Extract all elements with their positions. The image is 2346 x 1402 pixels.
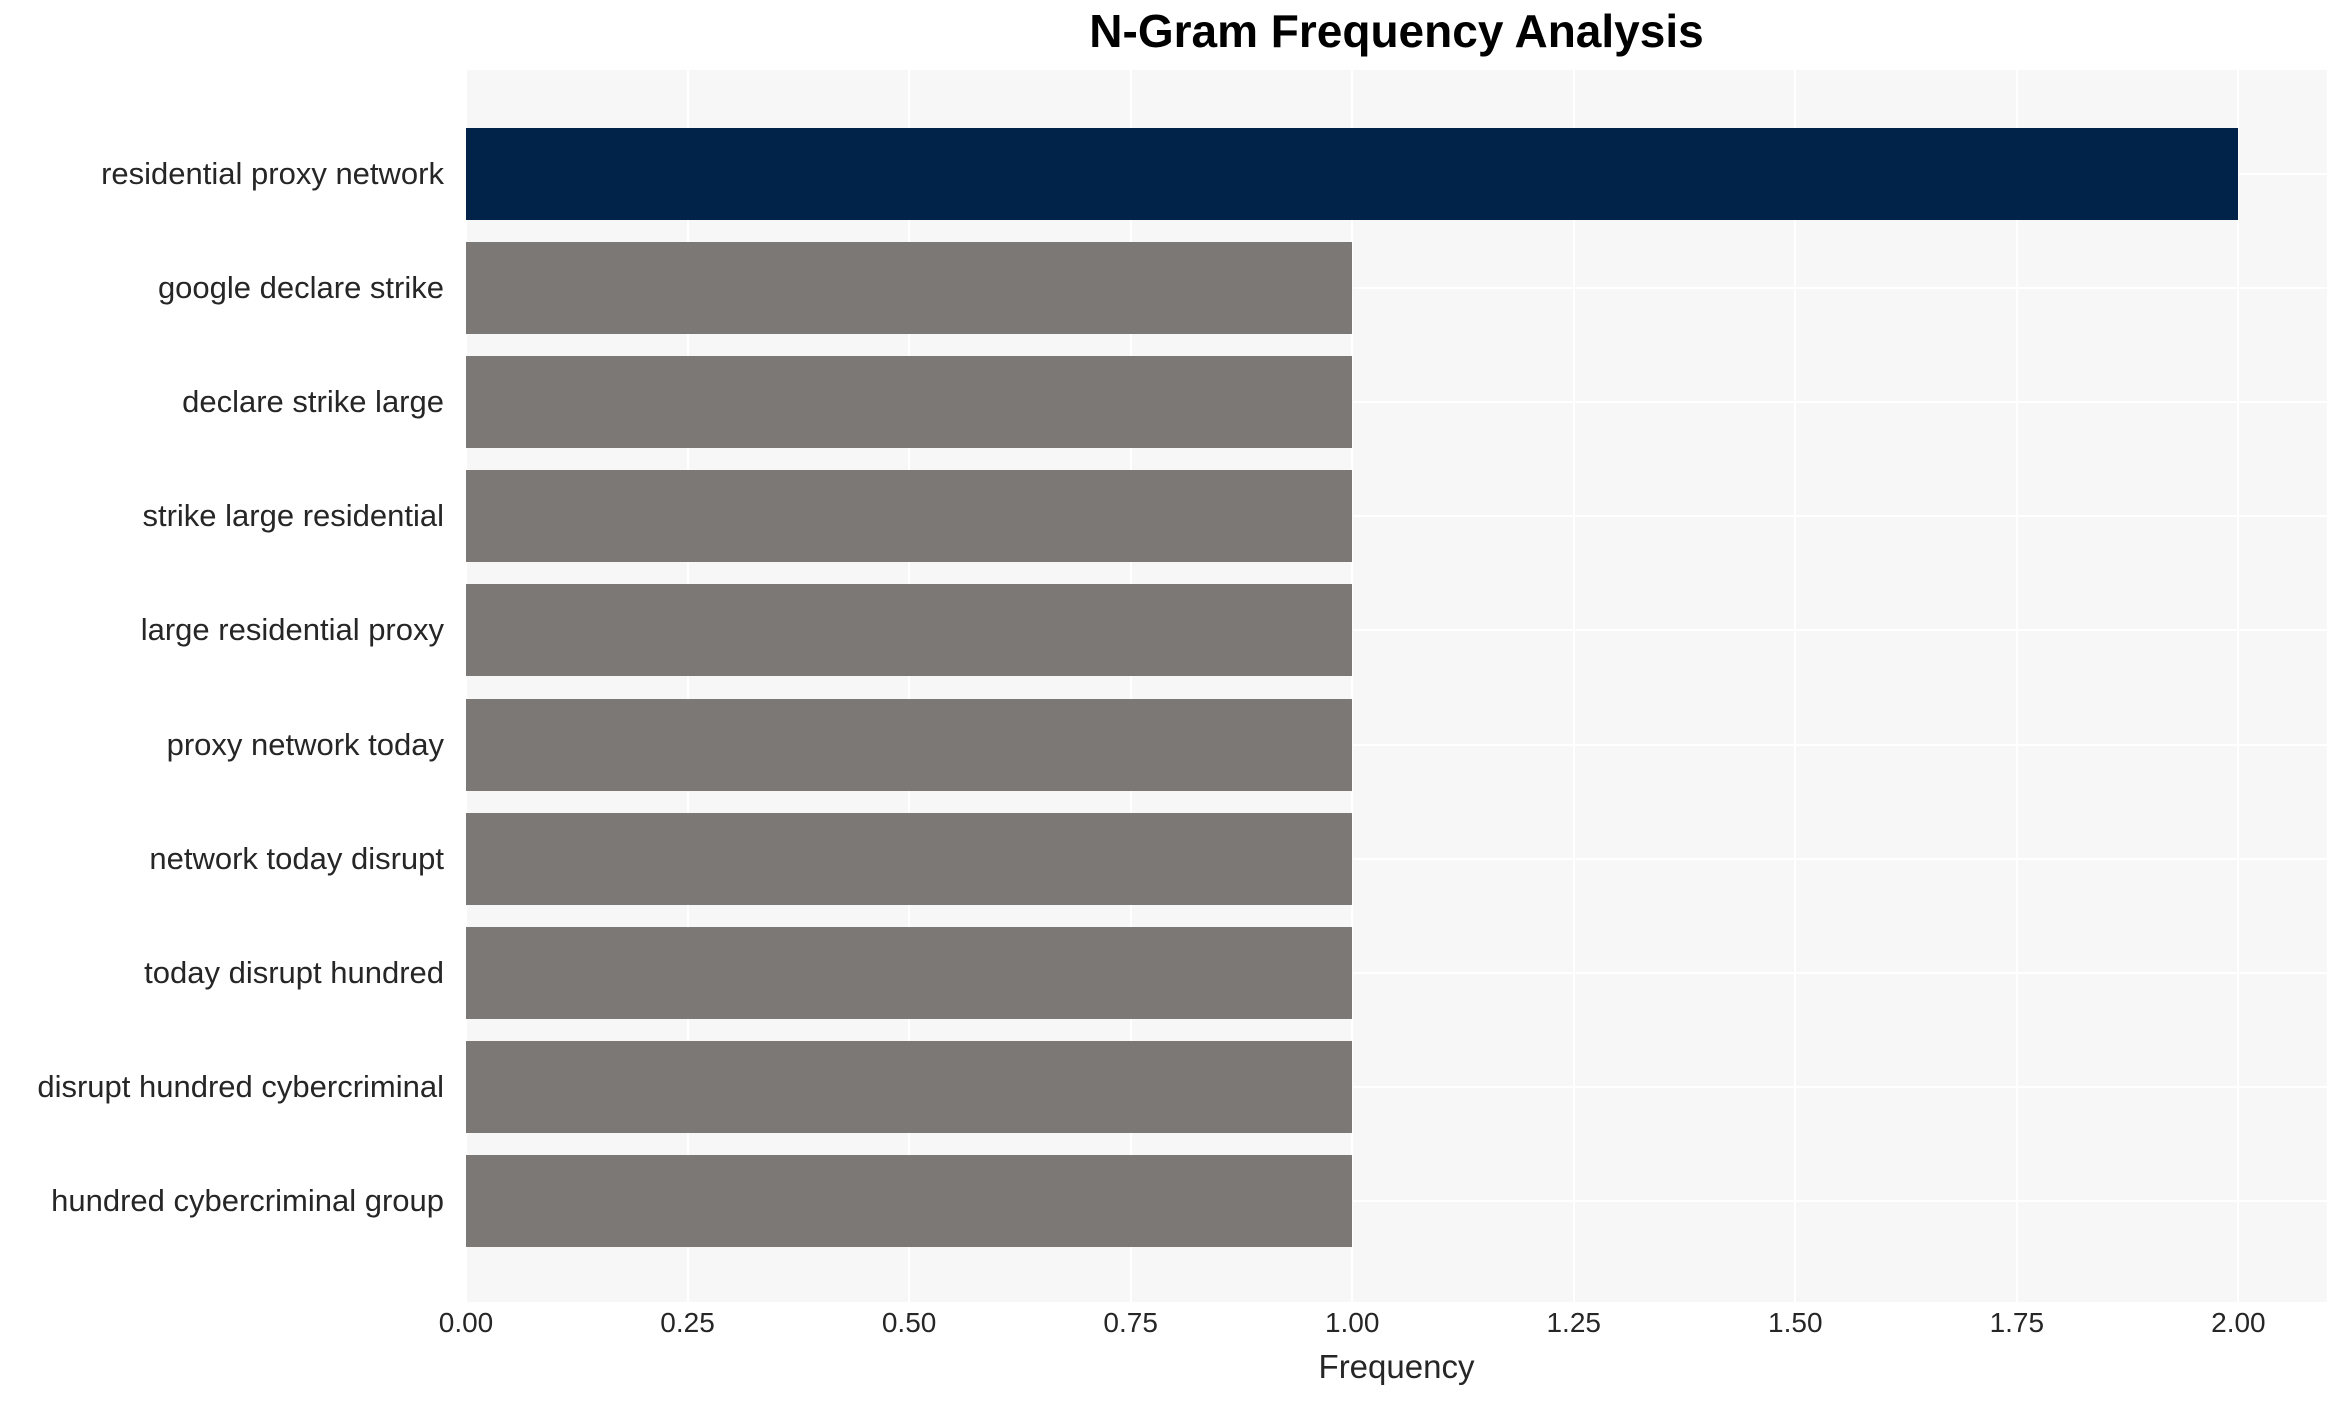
bar bbox=[466, 812, 1353, 905]
bar bbox=[466, 470, 1353, 563]
y-tick-label: residential proxy network bbox=[101, 156, 444, 191]
gridline-y bbox=[466, 515, 2327, 518]
gridline-x bbox=[1351, 70, 1354, 1302]
x-tick-label: 0.75 bbox=[1103, 1307, 1158, 1338]
gridline-x bbox=[1572, 70, 1575, 1302]
x-tick-label: 0.25 bbox=[660, 1307, 715, 1338]
gridline-y bbox=[466, 1199, 2327, 1202]
x-tick-label: 1.75 bbox=[1989, 1307, 2045, 1338]
y-tick-label: today disrupt hundred bbox=[144, 954, 444, 990]
gridline-x bbox=[1129, 70, 1132, 1302]
gridline-x bbox=[2237, 70, 2240, 1302]
bar bbox=[466, 926, 1353, 1019]
x-tick-label: 0.00 bbox=[438, 1307, 494, 1338]
y-tick-label: disrupt hundred cybercriminal bbox=[37, 1068, 444, 1104]
x-tick-label: 1.25 bbox=[1546, 1307, 1601, 1338]
x-axis-label: Frequency bbox=[1318, 1348, 1475, 1385]
gridline-y bbox=[466, 287, 2327, 290]
y-tick-label: strike large residential bbox=[142, 498, 444, 534]
gridline-y bbox=[466, 401, 2327, 404]
y-tick-label: google declare strike bbox=[157, 270, 444, 306]
y-tick-label: declare strike large bbox=[182, 384, 444, 420]
x-tick-label: 0.50 bbox=[881, 1307, 937, 1338]
gridline-y bbox=[466, 629, 2327, 632]
x-tick-label: 1.50 bbox=[1768, 1307, 1823, 1338]
chart-title: N-Gram Frequency Analysis bbox=[1089, 5, 1704, 57]
gridline-y bbox=[466, 857, 2327, 860]
y-tick-label: network today disrupt bbox=[149, 840, 444, 876]
gridline-y bbox=[466, 971, 2327, 974]
y-tick-label: proxy network today bbox=[166, 726, 444, 762]
gridline-y bbox=[466, 1085, 2327, 1088]
gridline-x bbox=[465, 70, 467, 1302]
x-tick-label: 2.00 bbox=[2211, 1307, 2266, 1338]
bar bbox=[466, 356, 1353, 449]
gridline-x bbox=[1794, 70, 1797, 1302]
gridline-x bbox=[2015, 70, 2018, 1302]
bar bbox=[466, 698, 1353, 791]
x-axis-ticks: 0.00 0.25 0.50 0.75 1.00 1.25 1.50 1.75 2.00 bbox=[439, 1307, 2327, 1347]
bar bbox=[466, 128, 2239, 220]
x-tick-label: 1.00 bbox=[1324, 1307, 1380, 1338]
gridline-x bbox=[686, 70, 689, 1302]
bar bbox=[466, 584, 1353, 677]
gridline-x bbox=[908, 70, 911, 1302]
gridline-y bbox=[466, 743, 2327, 746]
plot-area bbox=[465, 70, 2327, 1302]
bar bbox=[466, 242, 1353, 335]
y-tick-label: hundred cybercriminal group bbox=[51, 1182, 444, 1218]
y-tick-label: large residential proxy bbox=[140, 612, 444, 648]
bar bbox=[466, 1040, 1353, 1133]
y-axis-labels: residential proxy network google declare … bbox=[0, 70, 455, 1302]
bar bbox=[466, 1154, 1353, 1247]
